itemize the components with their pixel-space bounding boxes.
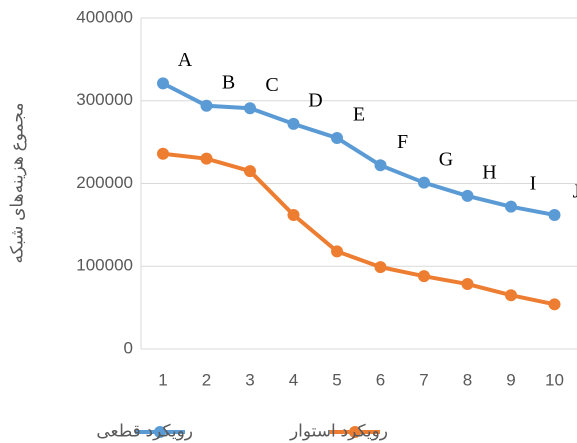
data-point (157, 77, 169, 90)
data-point (331, 245, 343, 258)
x-tick-label: 1 (158, 370, 167, 389)
y-tick-label: 400000 (76, 7, 133, 26)
data-point (374, 261, 387, 274)
x-tick-label: 7 (419, 370, 428, 389)
annotation: E (353, 104, 365, 126)
x-tick-label: 2 (202, 370, 211, 389)
legend-label: رویکرد قطعی (96, 421, 193, 440)
x-tick-label: 4 (289, 370, 298, 389)
y-axis-title: مجموع هزینه‌های شبکه (7, 103, 27, 264)
data-point (157, 147, 169, 160)
annotation: J (573, 181, 577, 203)
x-tick-label: 10 (545, 370, 564, 389)
legend-label: رویکرد استوار (289, 421, 388, 440)
annotation: C (265, 74, 278, 96)
data-point (548, 208, 561, 221)
legend-item: رویکرد استوار (289, 421, 388, 440)
data-point (244, 102, 256, 115)
annotation: B (222, 71, 235, 93)
legend-item: رویکرد قطعی (96, 421, 193, 440)
annotation: H (482, 162, 496, 184)
legend-marker (349, 426, 361, 438)
x-tick-label: 6 (376, 370, 385, 389)
data-point (461, 278, 474, 291)
annotation: A (178, 49, 193, 71)
data-point (200, 152, 213, 165)
y-tick-label: 200000 (76, 173, 133, 192)
y-tick-label: 0 (124, 338, 133, 357)
annotation: G (439, 148, 453, 170)
x-tick-label: 5 (332, 370, 341, 389)
data-point (548, 298, 561, 311)
data-point (418, 270, 430, 283)
y-tick-label: 100000 (76, 256, 133, 275)
x-tick-label: 8 (463, 370, 472, 389)
data-point (374, 159, 387, 172)
data-point (505, 289, 517, 302)
data-point (505, 200, 517, 213)
data-point (200, 99, 213, 112)
series-line (162, 151, 555, 307)
annotation: D (308, 90, 322, 112)
data-point (244, 165, 256, 178)
data-point (287, 117, 300, 130)
data-point (461, 189, 474, 202)
y-tick-label: 300000 (76, 90, 133, 109)
legend-marker (154, 426, 166, 438)
annotation: F (397, 131, 408, 153)
data-point (287, 208, 300, 221)
data-point (331, 131, 343, 144)
series-line (162, 81, 555, 217)
x-tick-label: 9 (506, 370, 515, 389)
data-point (418, 176, 430, 189)
annotation: I (530, 172, 537, 194)
x-tick-label: 3 (245, 370, 254, 389)
